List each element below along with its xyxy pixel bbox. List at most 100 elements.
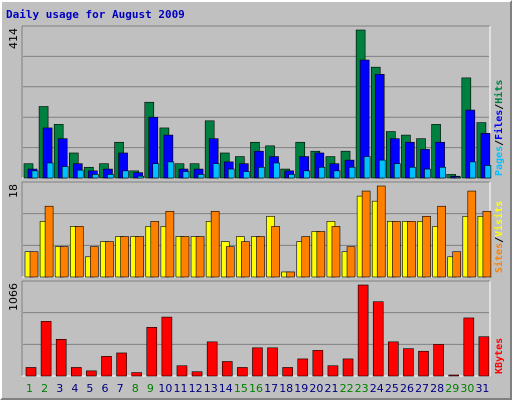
chart-title: Daily usage for August 2009 (6, 8, 185, 21)
x-tick-label: 16 (249, 382, 263, 395)
pages-bar (107, 174, 114, 179)
x-tick-label: 1 (26, 382, 33, 395)
pages-bar (227, 168, 235, 179)
sites-bar (150, 221, 160, 278)
x-tick-label: 22 (340, 382, 354, 395)
usage-legend-part: Pages (494, 146, 505, 176)
usage-legend: Pages/Files/Hits (493, 80, 505, 176)
kbytes-bar (146, 327, 158, 377)
x-tick-label: 8 (132, 382, 139, 395)
kbytes-bar (297, 358, 309, 377)
sites-bar (376, 185, 386, 278)
sites-bar (271, 226, 280, 278)
usage-legend-part: Files (493, 110, 505, 140)
pages-bar (394, 163, 401, 179)
x-tick-label: 18 (279, 382, 293, 395)
pages-bar (31, 170, 39, 179)
kbytes-bar (478, 336, 490, 377)
kbytes-bar (237, 367, 248, 377)
kbytes-bar (206, 341, 218, 377)
x-tick-label: 5 (86, 382, 93, 395)
kbytes-bar (312, 350, 324, 377)
sites-bar (256, 236, 265, 278)
sites-bar (59, 246, 69, 278)
x-tick-label: 25 (385, 382, 399, 395)
chart-panels: 414Pages/Files/Hits18Sites/Visits1066KBy… (7, 25, 505, 377)
kbytes-bar (372, 301, 384, 377)
pages-bar (484, 165, 492, 179)
sites-bar (331, 226, 341, 278)
kbytes-bar (448, 374, 460, 377)
x-tick-label: 31 (475, 382, 489, 395)
pages-bar (409, 166, 416, 179)
visitors-legend-part: Sites (493, 243, 505, 273)
visitors-legend-part: Visits (493, 201, 505, 237)
visitors-legend-part: / (494, 237, 505, 243)
x-tick-label: 26 (400, 382, 414, 395)
pages-bar (212, 163, 220, 179)
x-tick-label: 29 (445, 382, 459, 395)
x-tick-label: 19 (294, 382, 308, 395)
pages-bar (303, 170, 311, 179)
kbytes-bar (70, 367, 82, 377)
pages-bar (122, 170, 129, 179)
x-tick-label: 27 (415, 382, 429, 395)
kbytes-bar (463, 317, 475, 377)
sites-bar (346, 246, 356, 278)
x-tick-label: 15 (234, 382, 248, 395)
sites-bar (135, 236, 144, 278)
kbytes-bar (161, 316, 173, 377)
sites-bar (407, 221, 416, 278)
sites-bar (210, 210, 220, 278)
pages-bar (197, 174, 205, 179)
pages-bar (424, 168, 431, 179)
sites-bar (467, 190, 477, 278)
x-tick-label: 28 (430, 382, 444, 395)
pages-bar (92, 174, 99, 179)
x-tick-label: 17 (264, 382, 278, 395)
kbytes-ymax-label: 1066 (7, 283, 20, 311)
sites-bar (74, 226, 84, 278)
sites-bar (452, 251, 462, 278)
kbytes-bar (267, 347, 278, 377)
sites-bar (482, 210, 492, 278)
kbytes-bar (191, 371, 203, 377)
kbytes-bar (40, 321, 52, 377)
pages-bar (288, 174, 295, 179)
visitors-ymax-label: 18 (7, 184, 20, 198)
sites-bar (301, 236, 311, 278)
pages-bar (439, 166, 446, 179)
kbytes-bar (403, 348, 414, 377)
pages-bar (333, 170, 341, 179)
kbytes-bar (282, 367, 293, 377)
pages-bar (273, 162, 280, 179)
pages-bar (363, 156, 371, 179)
sites-bar (437, 205, 446, 278)
sites-bar (316, 231, 326, 278)
x-tick-label: 30 (460, 382, 474, 395)
x-tick-label: 21 (324, 382, 338, 395)
sites-bar (241, 241, 250, 278)
kbytes-bar (357, 284, 369, 377)
sites-bar (195, 236, 205, 278)
pages-bar (378, 159, 386, 179)
kbytes-bar (418, 350, 429, 377)
pages-bar (318, 166, 326, 179)
x-tick-label: 23 (355, 382, 369, 395)
x-tick-label: 9 (147, 382, 154, 395)
kbytes-legend: KBytes (494, 338, 505, 374)
x-tick-label: 10 (158, 382, 172, 395)
sites-bar (392, 221, 401, 278)
kbytes-bar (176, 365, 188, 377)
sites-bar (29, 251, 39, 278)
kbytes-bar (388, 341, 399, 377)
x-tick-label: 24 (370, 382, 384, 395)
kbytes-bar (131, 372, 142, 377)
sites-bar (286, 271, 295, 278)
pages-bar (258, 166, 265, 179)
kbytes-bar (342, 358, 354, 377)
x-tick-label: 14 (219, 382, 233, 395)
sites-bar (105, 241, 114, 278)
x-tick-label: 3 (56, 382, 63, 395)
